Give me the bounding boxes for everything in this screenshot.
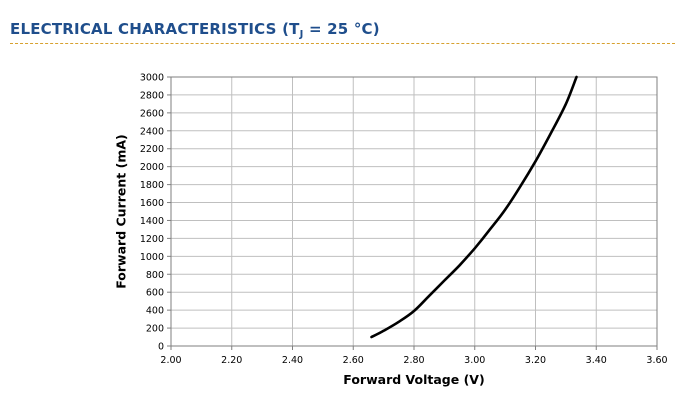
x-tick-label: 3.40 [586, 355, 607, 366]
series-line [370, 75, 578, 339]
title-subscript: J [299, 29, 304, 40]
y-tick-label: 800 [146, 270, 164, 281]
y-tick-label: 1200 [140, 234, 164, 245]
y-tick-label: 600 [146, 288, 164, 299]
page-title: ELECTRICAL CHARACTERISTICS (TJ = 25 °C) [10, 20, 675, 40]
y-tick-label: 400 [146, 306, 164, 317]
title-main: ELECTRICAL CHARACTERISTICS (T [10, 20, 300, 38]
y-tick-label: 1800 [140, 180, 164, 191]
header-divider [10, 43, 675, 44]
x-axis-label: Forward Voltage (V) [343, 372, 484, 387]
section-header: ELECTRICAL CHARACTERISTICS (TJ = 25 °C) [10, 20, 675, 44]
y-axis-label: Forward Current (mA) [114, 134, 129, 288]
y-axis-ticks: 0 200 400 600 800 1000 1200 1400 1600 1800 2000 220… [140, 73, 171, 353]
x-tick-label: 3.20 [525, 355, 546, 366]
y-tick-label: 2800 [140, 90, 164, 101]
x-tick-label: 2.60 [343, 355, 364, 366]
series-layer [370, 75, 578, 339]
x-tick-label: 2.20 [221, 355, 242, 366]
y-tick-label: 3000 [140, 73, 164, 84]
y-tick-label: 1000 [140, 252, 164, 263]
y-tick-label: 200 [146, 324, 164, 335]
grid [170, 76, 658, 347]
y-tick-label: 0 [158, 342, 164, 353]
y-tick-label: 2200 [140, 144, 164, 155]
x-tick-label: 2.80 [403, 355, 424, 366]
y-tick-label: 2000 [140, 162, 164, 173]
x-tick-label: 3.60 [646, 355, 667, 366]
x-tick-label: 2.40 [282, 355, 303, 366]
x-tick-label: 3.00 [464, 355, 485, 366]
y-tick-label: 2400 [140, 126, 164, 137]
title-end: = 25 °C) [303, 20, 380, 38]
x-tick-label: 2.00 [160, 355, 181, 366]
y-tick-label: 1600 [140, 198, 164, 209]
x-axis-ticks: 2.00 2.20 2.40 2.60 2.80 3.00 3.20 3.40 3.60 [160, 346, 668, 366]
y-tick-label: 2600 [140, 108, 164, 119]
y-tick-label: 1400 [140, 216, 164, 227]
